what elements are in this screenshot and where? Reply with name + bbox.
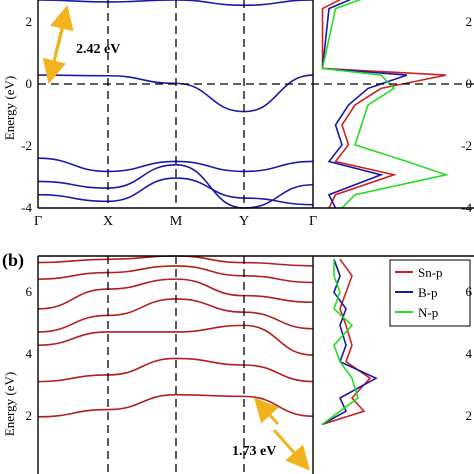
- panel-b-y-tick-label: 2: [26, 408, 33, 423]
- panel-a: 2.42 eV -4 -2 0 2 Energy (eV) -4 -2 0 2 …: [2, 0, 474, 229]
- panel-b-dos: [321, 258, 378, 426]
- panel-a-y-tick-label: 2: [26, 14, 33, 29]
- panel-a-dos-tick-label: 2: [466, 14, 473, 29]
- panel-b-gap-label: 1.73 eV: [232, 444, 276, 459]
- panel-b-y-ticks: 2 4 6: [26, 284, 33, 423]
- band-line: [37, 324, 314, 356]
- legend-label-sn-p: Sn-p: [418, 265, 443, 280]
- panel-a-k-labels: Γ X M Y Γ: [34, 214, 317, 229]
- panel-a-y-tick-label: 0: [26, 76, 33, 91]
- pdos-line-b-p: [321, 0, 408, 209]
- band-line: [37, 74, 314, 113]
- pdos-line-n-p: [321, 259, 359, 426]
- panel-b-gap-arrow-up: [253, 397, 280, 426]
- pdos-line-n-p: [321, 0, 449, 209]
- k-label-x: X: [103, 214, 113, 229]
- legend-label-b-p: B-p: [418, 285, 438, 300]
- panel-b-dos-tick-label: 6: [466, 284, 473, 299]
- pdos-line-b-p: [321, 259, 378, 426]
- panel-b-label: (b): [2, 250, 24, 271]
- panel-b-dos-y-ticks: 2 4 6: [466, 284, 473, 423]
- panel-b-legend: Sn-p B-p N-p: [389, 259, 471, 327]
- panel-b-dos-tick-label: 2: [466, 408, 473, 423]
- panel-a-y-ticks: -4 -2 0 2: [21, 14, 32, 215]
- pdos-line-sn-p: [321, 258, 372, 426]
- k-label-m: M: [170, 214, 183, 229]
- panel-a-dos-y-ticks: -4 -2 0 2: [461, 14, 472, 215]
- panel-b: (b) Sn-p B-p N-p 1.73 eV 2 4 6 E: [2, 250, 474, 474]
- pdos-line-sn-p: [321, 0, 447, 209]
- k-label-gamma: Γ: [34, 214, 42, 229]
- band-line: [37, 265, 314, 284]
- panel-b-y-axis-label: Energy (eV): [2, 372, 17, 436]
- panel-a-y-tick-label: -2: [21, 138, 32, 153]
- band-line: [37, 177, 314, 206]
- panel-a-dos: [321, 0, 449, 209]
- k-label-y: Y: [239, 214, 249, 229]
- panel-a-y-tick-label: -4: [21, 200, 32, 215]
- panel-a-dos-tick-label: 0: [466, 76, 473, 91]
- band-line: [37, 0, 314, 7]
- panel-a-dos-tick-label: -2: [461, 138, 472, 153]
- band-line: [37, 163, 314, 209]
- panel-a-gap-label: 2.42 eV: [76, 42, 120, 57]
- panel-a-gap-arrow-head-top: [50, 5, 74, 58]
- panel-b-dos-tick-label: 4: [466, 346, 473, 361]
- panel-b-gap-arrow: [272, 429, 310, 471]
- legend-label-n-p: N-p: [418, 305, 438, 320]
- k-label-gamma-end: Γ: [309, 214, 317, 229]
- panel-a-y-axis-label: Energy (eV): [2, 76, 17, 140]
- panel-b-y-tick-label: 6: [26, 284, 33, 299]
- band-line: [37, 357, 314, 383]
- panel-b-y-tick-label: 4: [26, 346, 33, 361]
- band-line: [37, 278, 314, 310]
- panel-a-bands: [37, 0, 314, 209]
- panel-a-dos-tick-label: -4: [461, 200, 472, 215]
